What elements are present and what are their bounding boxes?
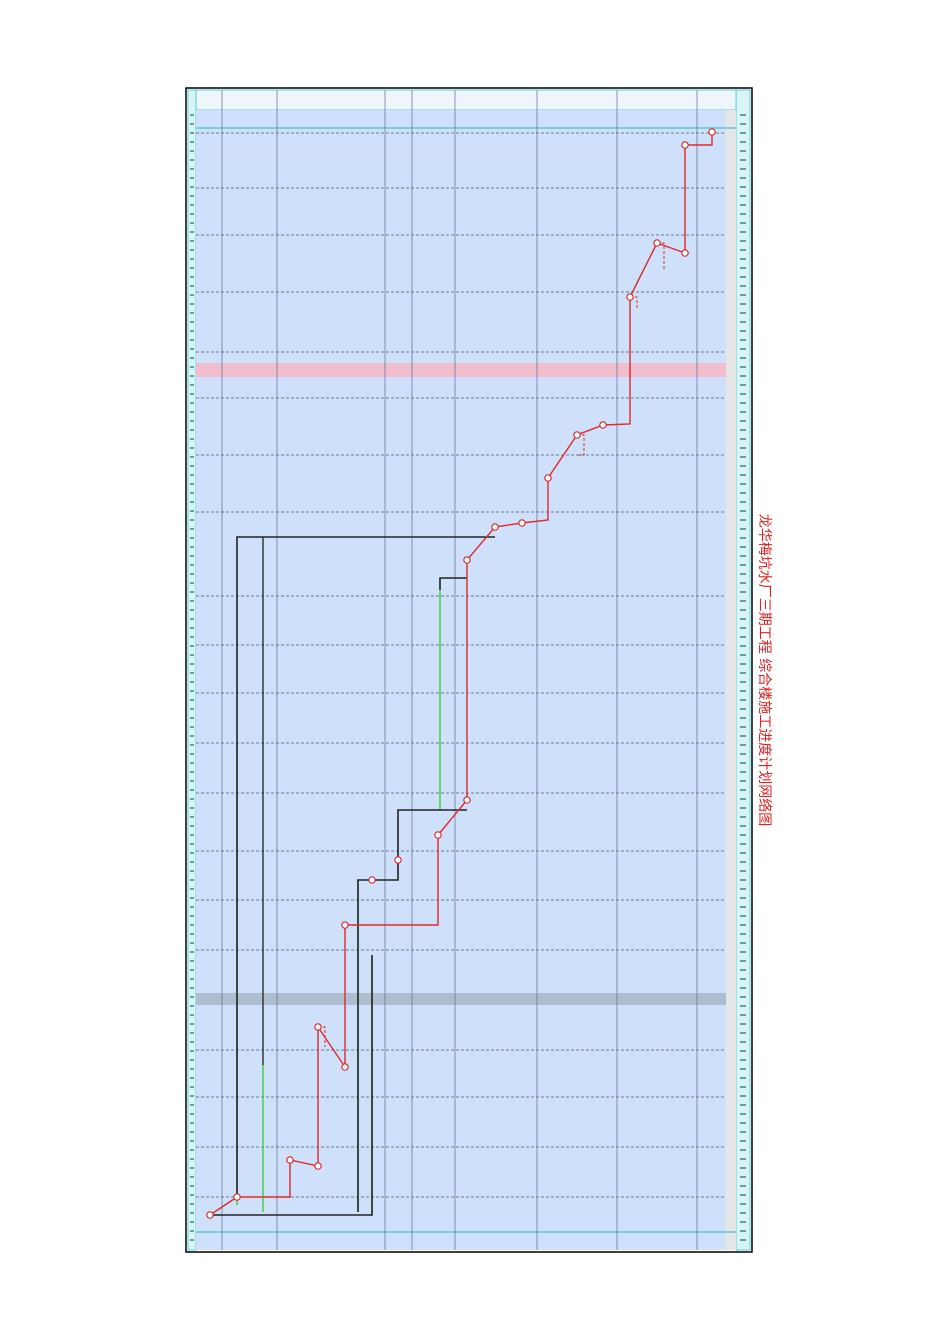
right-scale — [735, 89, 751, 1251]
event-node — [314, 1162, 322, 1170]
event-node — [463, 796, 471, 804]
event-node — [681, 141, 689, 149]
event-node — [708, 128, 716, 136]
grid — [190, 90, 746, 1250]
dummy-link — [577, 434, 585, 456]
event-node — [626, 293, 634, 301]
activity-line — [210, 955, 373, 1216]
activity-line — [357, 809, 467, 1212]
nodes — [206, 128, 716, 1219]
event-node — [286, 1156, 294, 1164]
diagram-title: 龙华梅坑水厂三期工程 综合楼施工进度计划网络图 — [756, 514, 772, 826]
event-node — [681, 249, 689, 257]
event-node — [394, 856, 402, 864]
plot-area — [196, 110, 726, 1250]
milestone-band — [196, 993, 726, 1005]
event-node — [491, 523, 499, 531]
event-node — [341, 1063, 349, 1071]
event-node — [463, 556, 471, 564]
event-node — [233, 1193, 241, 1201]
activity-line — [439, 577, 467, 590]
event-node — [434, 831, 442, 839]
event-node — [599, 421, 607, 429]
event-node — [314, 1023, 322, 1031]
left-scale — [187, 89, 197, 1251]
event-node — [341, 921, 349, 929]
event-node — [653, 239, 661, 247]
milestone-band — [196, 363, 726, 377]
event-node — [368, 876, 376, 884]
activity-line — [236, 536, 495, 1197]
side-column — [726, 110, 736, 1250]
event-node — [544, 474, 552, 482]
event-node — [518, 519, 526, 527]
event-node — [206, 1211, 214, 1219]
event-node — [573, 431, 581, 439]
